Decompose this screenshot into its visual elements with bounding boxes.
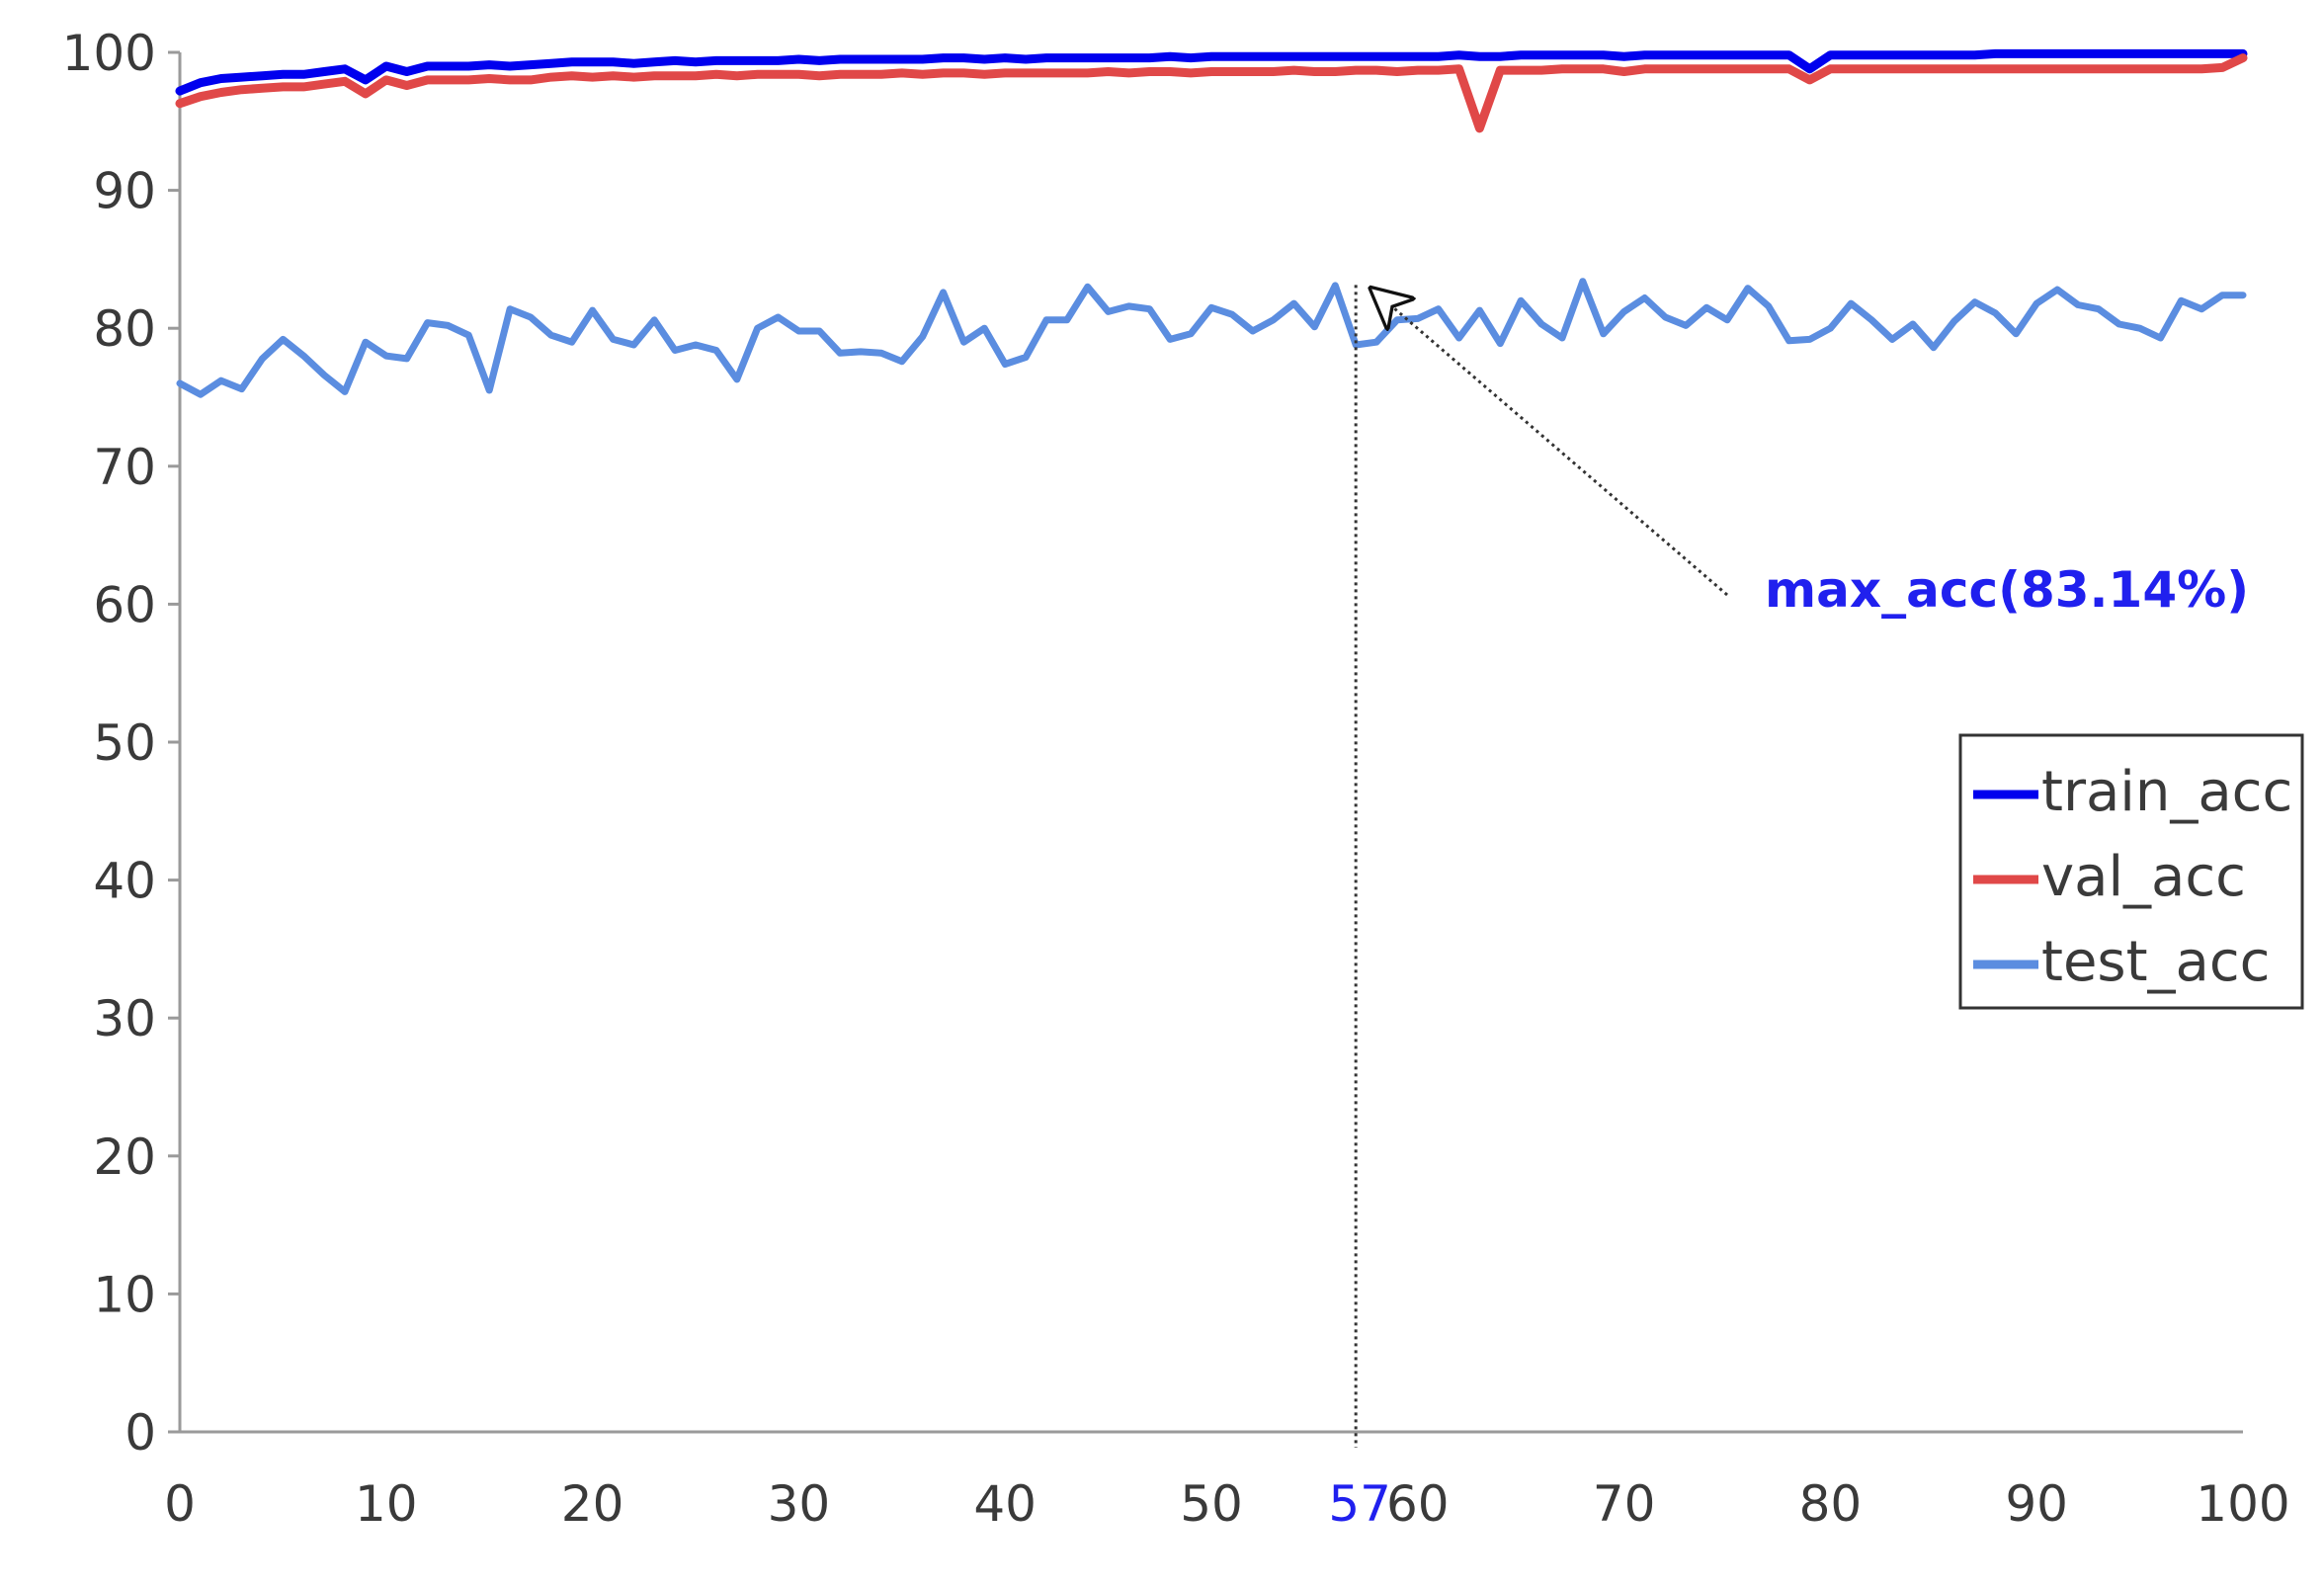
y-axis: 0 10 20 30 40 50 60 70 80 90 100 bbox=[62, 25, 182, 1462]
y-tick-label: 20 bbox=[93, 1129, 156, 1186]
legend-label-train-acc: train_acc bbox=[2041, 760, 2292, 824]
y-tick-label: 60 bbox=[93, 576, 156, 633]
annotation-label: max_acc(83.14%) bbox=[1765, 561, 2249, 619]
x-tick-label: 0 bbox=[164, 1475, 196, 1533]
y-tick-label: 50 bbox=[93, 714, 156, 772]
x-tick-label: 10 bbox=[355, 1475, 418, 1533]
x-tick-label-highlight: 57 bbox=[1328, 1475, 1391, 1533]
y-tick-label: 80 bbox=[93, 300, 156, 358]
plot-area bbox=[175, 48, 2248, 398]
x-axis: 0 10 20 30 40 50 60 70 80 90 100 bbox=[164, 1430, 2290, 1533]
max-accuracy-annotation: max_acc(83.14%) 57 bbox=[1328, 285, 2249, 1533]
series-val-acc bbox=[175, 53, 2248, 133]
y-tick-label: 70 bbox=[93, 439, 156, 496]
x-tick-label: 80 bbox=[1799, 1475, 1863, 1533]
annotation-arrow bbox=[1371, 289, 1728, 597]
y-tick-label: 0 bbox=[124, 1404, 156, 1462]
y-tick-label: 100 bbox=[62, 25, 156, 82]
legend: train_acc val_acc test_acc bbox=[1958, 733, 2304, 1010]
x-tick-label: 100 bbox=[2196, 1475, 2289, 1533]
y-tick-label: 30 bbox=[93, 990, 156, 1047]
x-tick-label: 50 bbox=[1180, 1475, 1243, 1533]
y-tick-label: 90 bbox=[93, 163, 156, 220]
legend-label-val-acc: val_acc bbox=[2041, 845, 2246, 909]
x-tick-label: 70 bbox=[1593, 1475, 1656, 1533]
series-test-acc bbox=[176, 278, 2247, 398]
y-tick-label: 10 bbox=[93, 1266, 156, 1323]
x-tick-label: 40 bbox=[973, 1475, 1037, 1533]
x-tick-label: 60 bbox=[1386, 1475, 1450, 1533]
x-tick-label: 20 bbox=[561, 1475, 624, 1533]
legend-label-test-acc: test_acc bbox=[2041, 930, 2270, 994]
y-tick-label: 40 bbox=[93, 853, 156, 910]
x-tick-label: 30 bbox=[768, 1475, 831, 1533]
series-line-test-acc bbox=[176, 278, 2247, 398]
x-tick-label: 90 bbox=[2005, 1475, 2068, 1533]
series-train-acc bbox=[175, 48, 2248, 96]
